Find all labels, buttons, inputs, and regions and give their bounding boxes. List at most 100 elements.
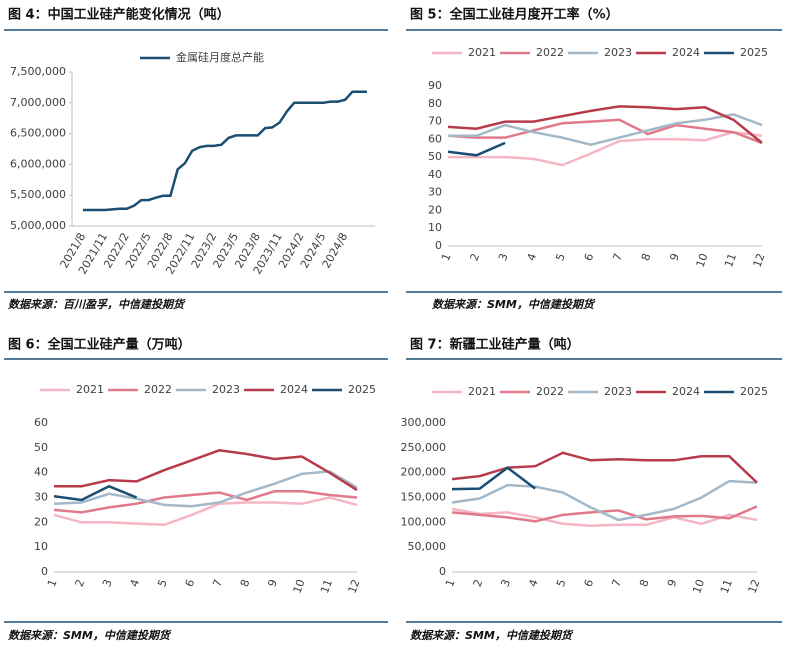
x-tick-label: 3 [496,252,511,263]
legend-label: 2025 [348,383,376,396]
legend-label: 2024 [280,383,308,396]
source: 数据来源：百川盈孚，中信建投期货 [8,298,186,311]
x-tick-label: 12 [346,578,363,596]
series-line [54,449,358,492]
y-tick-label: 50 [34,441,48,454]
series-line [451,466,536,491]
y-tick-label: 0 [439,565,446,578]
legend-label: 2021 [468,385,496,398]
series-line [451,505,758,523]
legend-label: 2023 [604,385,632,398]
x-tick-label: 4 [526,578,541,589]
y-tick-label: 7,000,000 [10,96,66,109]
chart-title: 图 6：全国工业硅产量（万吨） [8,337,191,353]
y-tick-label: 20 [428,203,442,216]
x-tick-label: 8 [238,578,253,589]
chart-title: 图 5：全国工业硅月度开工率（%） [410,7,619,23]
x-tick-label: 6 [183,578,198,589]
legend-label: 2022 [144,383,172,396]
x-tick-label: 9 [665,578,680,589]
legend-label: 2021 [468,46,496,59]
x-tick-label: 3 [498,578,513,589]
y-tick-label: 10 [428,221,442,234]
legend-label: 2024 [672,385,700,398]
legend-label: 2023 [212,383,240,396]
y-tick-label: 20 [34,515,48,528]
x-tick-label: 6 [582,252,597,263]
legend-label: 2025 [740,46,768,59]
legend-label: 2021 [76,383,104,396]
legend-label: 2025 [740,385,768,398]
series-line [447,105,763,144]
x-tick-label: 3 [100,578,115,589]
series-line [53,496,358,527]
x-tick-label: 12 [751,252,768,270]
legend-label: 2023 [604,46,632,59]
x-tick-label: 4 [525,252,540,263]
y-tick-label: 10 [34,540,48,553]
series-line [451,507,758,528]
y-tick-label: 300,000 [401,416,447,429]
y-tick-label: 100,000 [401,515,447,528]
x-tick-label: 2 [471,578,486,589]
series-line [447,141,506,157]
y-tick-label: 50,000 [408,540,447,553]
x-tick-label: 7 [609,578,624,589]
series-line [448,113,763,146]
chart-title: 图 4：中国工业硅产能变化情况（吨） [8,7,230,23]
x-tick-label: 5 [155,578,170,589]
y-tick-label: 40 [34,466,48,479]
y-tick-label: 6,500,000 [10,127,66,140]
y-tick-label: 200,000 [401,466,447,479]
x-tick-label: 8 [639,252,654,263]
legend-label: 金属硅月度总产能 [176,50,264,64]
y-tick-label: 250,000 [401,441,447,454]
x-tick-label: 10 [291,578,308,596]
x-tick-label: 11 [318,578,335,596]
x-tick-label: 1 [443,578,458,589]
x-tick-label: 10 [690,578,707,596]
x-tick-label: 7 [610,252,625,263]
x-tick-label: 9 [667,252,682,263]
series-line [53,484,138,502]
x-tick-label: 2 [468,252,483,263]
x-tick-label: 1 [439,252,454,263]
y-tick-label: 6,000,000 [10,157,66,170]
x-tick-label: 11 [718,578,735,596]
x-tick-label: 10 [694,252,711,270]
x-tick-label: 1 [45,578,60,589]
source: 数据来源：SMM，中信建投期货 [410,629,574,642]
y-tick-label: 5,000,000 [10,219,66,232]
series-line [83,90,367,212]
x-tick-label: 6 [582,578,597,589]
y-tick-label: 70 [428,115,442,128]
x-tick-label: 12 [746,578,763,596]
x-tick-label: 2 [73,578,88,589]
legend-label: 2024 [672,46,700,59]
y-tick-label: 50 [428,150,442,163]
y-tick-label: 150,000 [401,491,447,504]
x-tick-label: 5 [554,578,569,589]
x-tick-label: 8 [637,578,652,589]
y-tick-label: 60 [34,416,48,429]
chart-title: 图 7：新疆工业硅产量（吨） [410,337,580,353]
x-tick-label: 9 [265,578,280,589]
series-line [448,130,763,167]
y-tick-label: 80 [428,97,442,110]
y-tick-label: 30 [34,491,48,504]
y-tick-label: 5,500,000 [10,188,66,201]
x-tick-label: 4 [128,578,143,589]
y-tick-label: 40 [428,168,442,181]
source: 数据来源：SMM，中信建投期货 [8,629,172,642]
legend-label: 2022 [536,46,564,59]
x-tick-label: 7 [210,578,225,589]
y-tick-label: 0 [41,565,48,578]
series-line [451,479,758,522]
source: 数据来源：SMM，中信建投期货 [432,298,596,311]
legend-label: 2022 [536,385,564,398]
series-line [53,470,358,508]
y-tick-label: 60 [428,132,442,145]
series-line [53,490,358,514]
x-tick-label: 11 [722,252,739,270]
